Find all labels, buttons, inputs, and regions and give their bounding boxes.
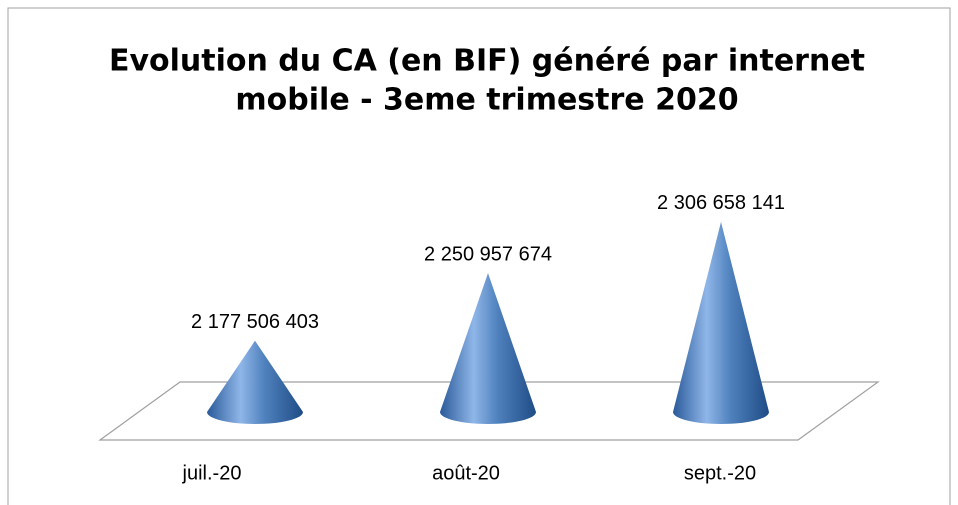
x-tick-label: août-20	[432, 462, 500, 484]
floor	[98, 381, 880, 441]
x-tick-label: sept.-20	[684, 462, 756, 484]
data-label: 2 306 658 141	[657, 192, 785, 214]
cone	[207, 340, 303, 424]
x-tick-label: juil.-20	[182, 462, 242, 484]
data-label: 2 177 506 403	[191, 311, 319, 333]
cone	[673, 221, 769, 424]
data-label: 2 250 957 674	[424, 243, 552, 265]
chart-border	[7, 7, 951, 505]
cone	[440, 273, 536, 424]
chart-title: Evolution du CA (en BIF) généré par inte…	[109, 44, 865, 79]
chart-title: mobile - 3eme trimestre 2020	[235, 83, 738, 118]
